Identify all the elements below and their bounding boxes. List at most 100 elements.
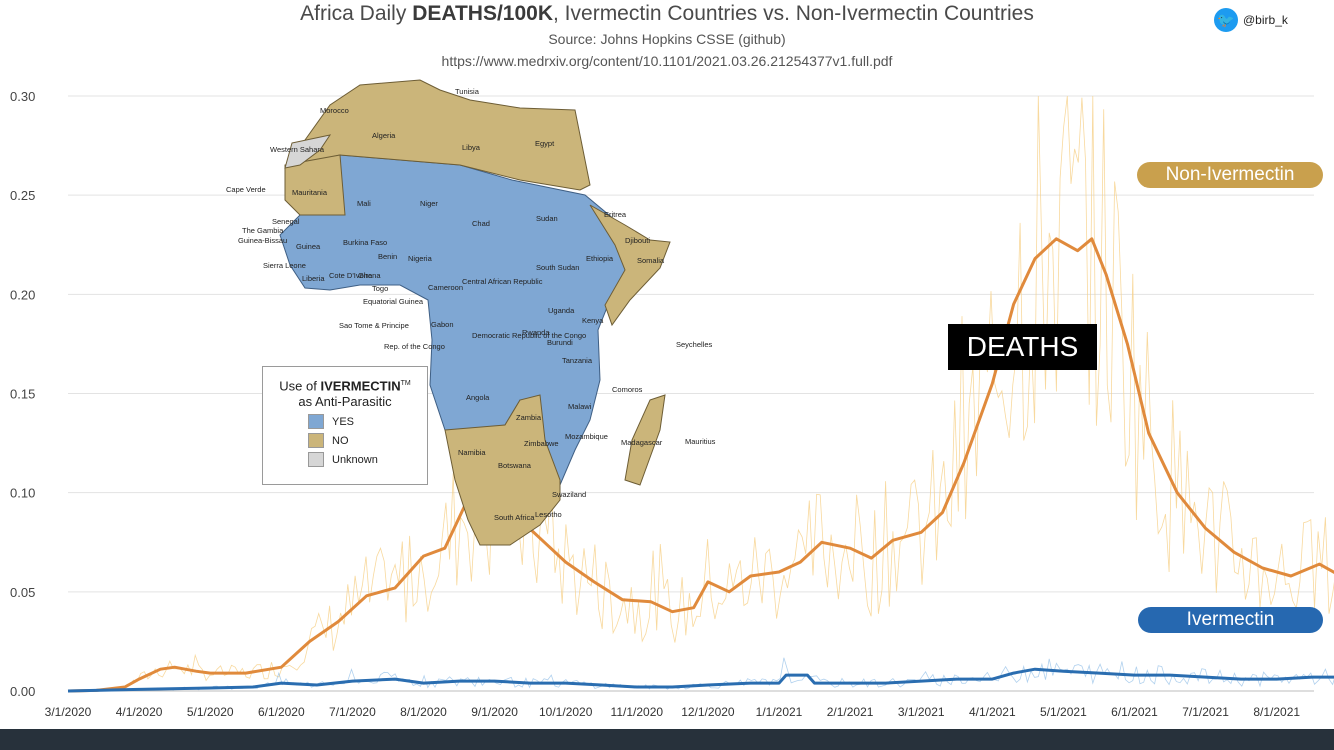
y-tick-label: 0.15 — [10, 387, 35, 402]
map-label: Mauritania — [292, 188, 328, 197]
map-label: Sierra Leone — [263, 261, 306, 270]
x-tick-label: 3/1/2021 — [898, 705, 945, 719]
map-label: Liberia — [302, 274, 325, 283]
legend-item-yes: YES — [308, 414, 427, 430]
map-label: Senegal — [272, 217, 300, 226]
map-label: Mali — [357, 199, 371, 208]
non-ivermectin-label: Non-Ivermectin — [1137, 162, 1323, 188]
map-label: Guinea — [296, 242, 321, 251]
map-label: Equatorial Guinea — [363, 297, 424, 306]
map-label: Benin — [378, 252, 397, 261]
map-label: Guinea-Bissau — [238, 236, 287, 245]
map-label: Somalia — [637, 256, 665, 265]
x-tick-label: 5/1/2020 — [187, 705, 234, 719]
map-madagascar — [624, 394, 666, 486]
map-label: Togo — [372, 284, 388, 293]
x-tick-label: 6/1/2020 — [258, 705, 305, 719]
map-label: Chad — [472, 219, 490, 228]
map-north-region — [299, 79, 591, 191]
x-tick-label: 6/1/2021 — [1111, 705, 1158, 719]
map-label: Ghana — [358, 271, 381, 280]
map-label: Rep. of the Congo — [384, 342, 445, 351]
map-label: Tunisia — [455, 87, 480, 96]
ivermectin-series-line — [67, 667, 1334, 693]
map-label: Seychelles — [676, 340, 713, 349]
map-label: Botswana — [498, 461, 532, 470]
map-label: Tanzania — [562, 356, 593, 365]
legend-swatch — [308, 452, 324, 468]
y-tick-label: 0.00 — [10, 684, 35, 699]
x-tick-label: 10/1/2020 — [539, 705, 593, 719]
map-label: Swaziland — [552, 490, 586, 499]
map-label: Central African Republic — [462, 277, 543, 286]
twitter-bird-icon: 🐦 — [1214, 8, 1238, 32]
map-label: Rwanda — [522, 328, 550, 337]
chart-source: Source: Johns Hopkins CSSE (github) — [548, 31, 786, 47]
x-tick-label: 1/1/2021 — [756, 705, 803, 719]
map-label: Nigeria — [408, 254, 433, 263]
x-tick-label: 8/1/2021 — [1253, 705, 1300, 719]
chart-source-url[interactable]: https://www.medrxiv.org/content/10.1101/… — [441, 53, 893, 69]
map-label: Madagascar — [621, 438, 663, 447]
map-label: Eritrea — [604, 210, 627, 219]
map-label: Burkina Faso — [343, 238, 387, 247]
x-tick-label: 5/1/2021 — [1040, 705, 1087, 719]
x-tick-label: 4/1/2020 — [116, 705, 163, 719]
map-label: Western Sahara — [270, 145, 325, 154]
legend-title: Use of IVERMECTINTM as Anti-Parasitic — [279, 378, 411, 410]
gridlines — [68, 95, 1314, 692]
map-label: Kenya — [582, 316, 604, 325]
map-label: Zambia — [516, 413, 542, 422]
africa-map: Tunisia Morocco Algeria Libya Egypt West… — [226, 79, 716, 546]
raw-series-line — [68, 95, 1334, 692]
map-label: Cape Verde — [226, 185, 266, 194]
bottom-bar — [0, 729, 1334, 750]
map-label: Uganda — [548, 306, 575, 315]
legend-swatch — [308, 414, 324, 430]
non-ivermectin-series-line — [67, 237, 1334, 693]
map-western-sahara — [284, 134, 332, 169]
raw-series-line — [67, 657, 1334, 692]
raw-daily-lines — [67, 95, 1334, 692]
x-tick-label: 7/1/2021 — [1182, 705, 1229, 719]
x-tick-label: 4/1/2021 — [969, 705, 1016, 719]
x-tick-label: 12/1/2020 — [681, 705, 735, 719]
y-tick-label: 0.05 — [10, 585, 35, 600]
map-label: South Sudan — [536, 263, 579, 272]
map-label: Algeria — [372, 131, 396, 140]
map-legend: Use of IVERMECTINTM as Anti-Parasitic YE… — [262, 366, 428, 485]
map-label: Libya — [462, 143, 481, 152]
x-tick-label: 7/1/2020 — [329, 705, 376, 719]
twitter-handle: @birb_k — [1243, 13, 1288, 27]
x-tick-label: 2/1/2021 — [827, 705, 874, 719]
ivermectin-label: Ivermectin — [1138, 607, 1323, 633]
map-label: Lesotho — [535, 510, 562, 519]
map-label: South Africa — [494, 513, 535, 522]
map-label: Angola — [466, 393, 490, 402]
legend-item-unknown: Unknown — [308, 452, 427, 468]
map-label: Egypt — [535, 139, 555, 148]
legend-item-no: NO — [308, 433, 427, 449]
x-tick-label: 9/1/2020 — [471, 705, 518, 719]
map-label: Sudan — [536, 214, 558, 223]
y-tick-label: 0.10 — [10, 486, 35, 501]
map-label: Gabon — [431, 320, 454, 329]
map-label: Zimbabwe — [524, 439, 559, 448]
map-label: Comoros — [612, 385, 643, 394]
x-tick-label: 3/1/2020 — [45, 705, 92, 719]
map-label: Namibia — [458, 448, 486, 457]
map-label: Morocco — [320, 106, 349, 115]
twitter-credit[interactable]: 🐦 @birb_k — [1214, 8, 1288, 32]
map-label: Mauritius — [685, 437, 716, 446]
map-label: Djibouti — [625, 236, 650, 245]
smoothed-lines — [67, 237, 1334, 693]
x-tick-label: 8/1/2020 — [400, 705, 447, 719]
map-label: Sao Tome & Principe — [339, 321, 409, 330]
y-tick-label: 0.20 — [10, 287, 35, 302]
map-label: Cameroon — [428, 283, 463, 292]
deaths-badge: DEATHS — [948, 324, 1097, 370]
map-label: Mozambique — [565, 432, 608, 441]
x-tick-label: 11/1/2020 — [611, 705, 664, 719]
y-tick-label: 0.25 — [10, 188, 35, 203]
